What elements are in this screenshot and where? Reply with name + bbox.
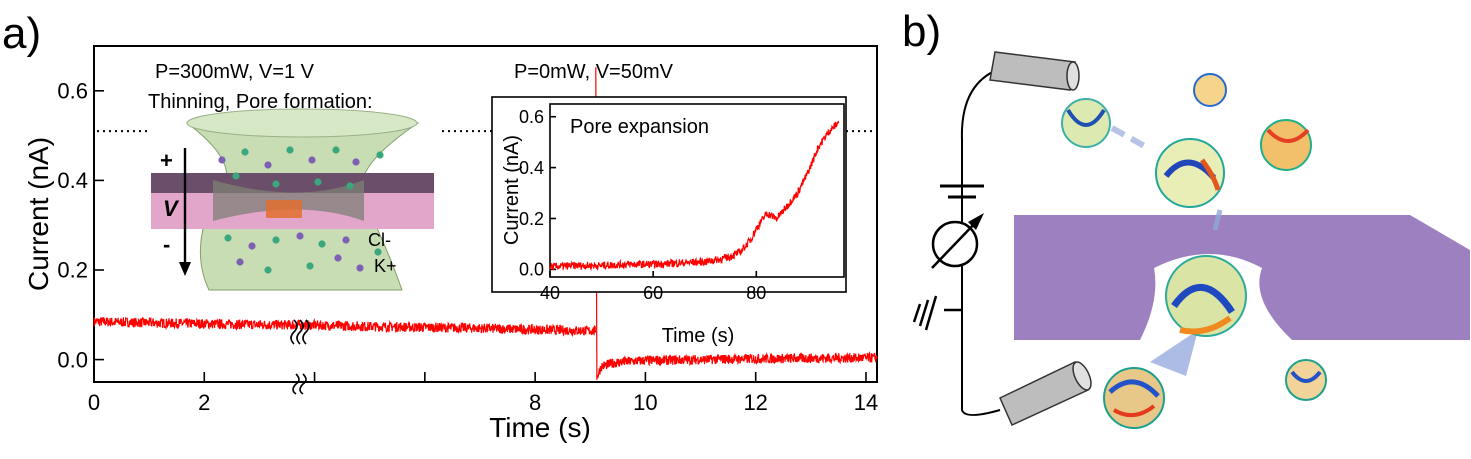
membrane-icon [1014,215,1470,340]
battery-icon [940,184,984,199]
ion-dot [248,242,256,250]
ion-dot [272,236,280,244]
x-tick-label: 40 [540,283,560,303]
ion-dot [296,232,304,240]
x-tick-label: 80 [746,283,766,303]
annotation-left-conditions: P=300mW, V=1 V [155,61,315,83]
ion-dot [346,182,354,190]
inset-y-axis-label: Current (nA) [501,135,523,245]
series-line-1 [595,67,878,380]
inset-x-axis-label: Time (s) [662,325,735,347]
inset-axis-ticks: 40 60 80 0.0 0.2 0.4 0.6 [519,107,766,303]
protein-icons [1061,73,1327,429]
ion-dot [376,151,384,159]
main-series-lines [93,67,878,380]
electrode-top-icon [989,51,1080,91]
ion-dot [342,236,350,244]
schematic-chloride-label: Cl- [368,230,391,250]
series-line-0 [93,316,597,338]
ion-dot [314,178,322,186]
ion-dot [232,172,240,180]
schematic-potassium-label: K+ [374,256,397,276]
inset-series-line [549,120,840,272]
ion-dot [236,258,244,266]
x-tick-label: 14 [854,390,878,415]
schematic-ions [218,146,384,274]
x-tick-label: 12 [743,390,767,415]
axis-break-marks [290,319,310,395]
y-tick-label: 0.4 [57,168,88,193]
ion-dot [272,180,280,188]
ion-dot [264,266,272,274]
ion-dot [264,161,272,169]
y-tick-label: 0.2 [57,258,88,283]
y-tick-label: 0.0 [519,260,544,280]
ground-icon [912,295,962,331]
ion-dot [286,146,294,154]
y-tick-label: 0.4 [519,158,544,178]
x-tick-label: 60 [643,283,663,303]
annotation-left-process: Thinning, Pore formation: [148,91,373,113]
y-tick-label: 0.2 [519,209,544,229]
ion-dot [224,234,232,242]
ion-dot [332,146,340,154]
schematic-plus-sign: + [160,148,173,173]
main-axis-ticks: 0 2 8 10 12 14 0.0 0.2 0.4 0.6 [57,79,878,416]
ion-dot [306,262,314,270]
y-tick-label: 0.6 [57,79,88,104]
inset-plot-frame [491,96,847,293]
main-x-axis-label: Time (s) [489,412,591,443]
x-tick-label: 8 [529,390,541,415]
schematic-voltage-label: V [163,196,180,221]
schematic-minus-sign: - [163,232,170,257]
panel-a-label: a) [2,9,41,58]
x-tick-label: 2 [198,390,210,415]
x-tick-label: 10 [633,390,657,415]
pore-schematic: + V - Cl- K+ [151,108,434,291]
main-y-axis-label: Current (nA) [23,137,54,291]
x-tick-label: 0 [88,390,100,415]
ion-dot [334,254,342,262]
y-tick-label: 0.0 [57,347,88,372]
main-plot-frame [93,45,878,383]
panel-b-label: b) [902,7,941,56]
translocation-arrow-icon [1150,330,1198,376]
ion-dot [352,158,360,166]
inset-plot-area [549,103,845,278]
ion-dot [308,156,316,164]
ion-dot [218,156,226,164]
series-line-0 [549,120,840,272]
electrode-bottom-icon [999,360,1092,426]
ion-dot [241,148,249,156]
ammeter-icon [931,213,984,269]
ion-dot [374,248,382,256]
nanopore-setup-illustration [912,51,1470,429]
ion-dot [318,240,326,248]
ion-dot [356,264,364,272]
annotation-right-conditions: P=0mW, V=50mV [514,61,674,83]
y-tick-label: 0.6 [519,107,544,127]
inset-title: Pore expansion [570,116,709,138]
